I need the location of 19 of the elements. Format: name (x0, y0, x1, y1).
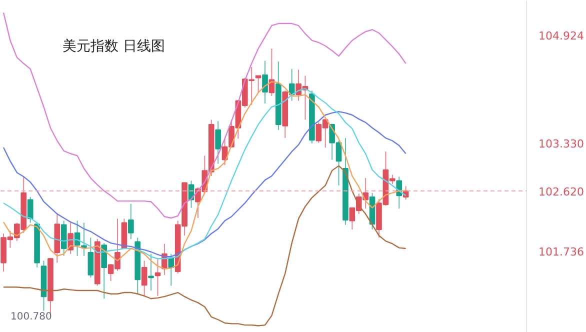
candlestick (148, 253, 154, 291)
candlestick (255, 75, 262, 94)
candlestick (60, 220, 67, 256)
candlestick (128, 203, 134, 240)
candlestick (141, 260, 148, 298)
candlestick (262, 60, 268, 104)
annotation: 100.780 (10, 312, 52, 322)
y-tick-label: 103.330 (538, 137, 584, 150)
candlestick (101, 242, 108, 300)
line-series (2, 165, 406, 326)
candlestick (154, 258, 161, 296)
candlestick (27, 196, 34, 224)
y-tick-label: 101.736 (538, 245, 584, 258)
y-tick-label: 104.924 (538, 29, 584, 42)
line-series (2, 12, 406, 219)
candlestick (88, 237, 94, 278)
candlestick (215, 120, 221, 164)
text: 美元指数 日线图 (62, 38, 165, 54)
ref-line-label: 102.620 (538, 185, 584, 198)
